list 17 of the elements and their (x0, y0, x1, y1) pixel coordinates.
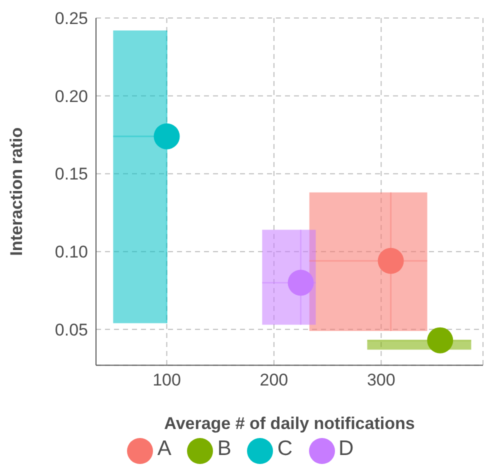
x-axis-title: Average # of daily notifications (164, 414, 415, 434)
y-axis-title: Interaction ratio (7, 127, 26, 256)
point (378, 248, 404, 274)
legend-label: D (338, 437, 354, 460)
x-tick-label: 100 (152, 370, 181, 390)
x-tick-label: 200 (260, 370, 288, 390)
y-tick-label: 0.10 (54, 242, 88, 262)
y-tick-label: 0.25 (54, 9, 88, 28)
y-tick-label: 0.05 (54, 320, 88, 340)
x-tick-label: 300 (366, 370, 396, 390)
y-tick-label: 0.20 (54, 86, 88, 106)
legend-label: C (277, 437, 293, 460)
legend-label: A (157, 437, 172, 460)
legend-label: B (217, 437, 232, 460)
y-tick-label: 0.15 (54, 164, 88, 184)
point (154, 123, 180, 150)
point (427, 327, 454, 354)
